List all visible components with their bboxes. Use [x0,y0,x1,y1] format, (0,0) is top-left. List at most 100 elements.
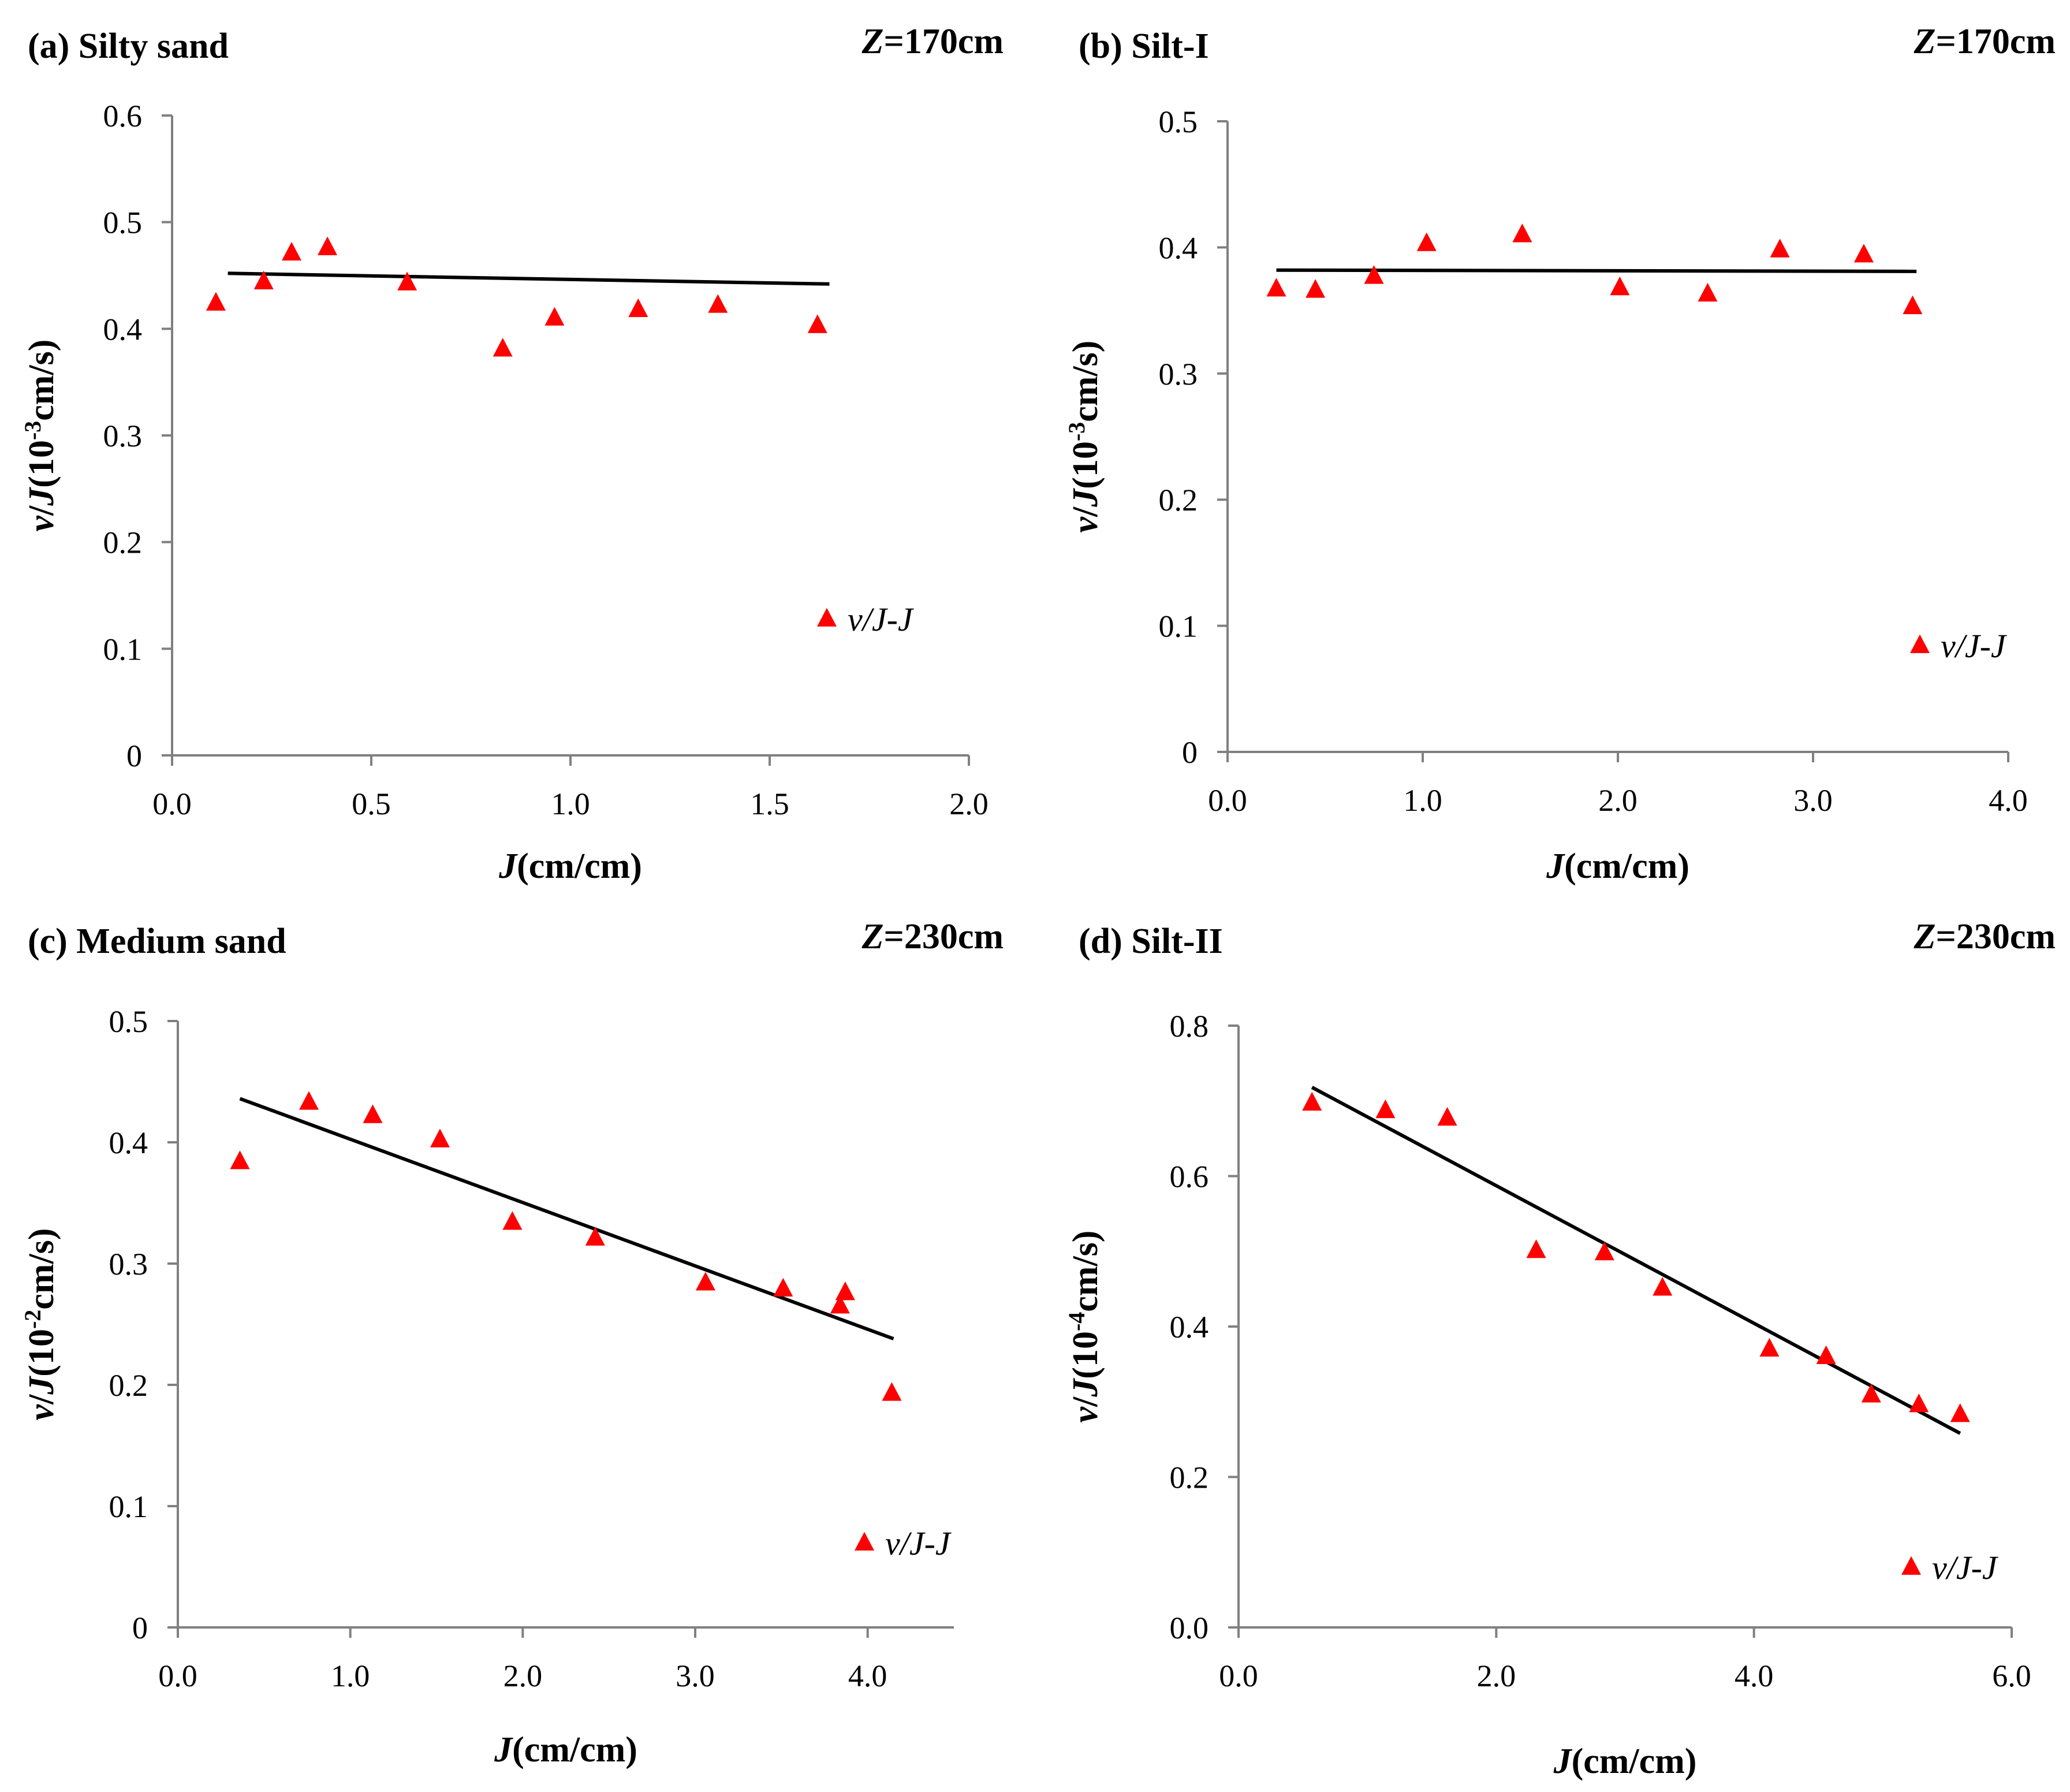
data-point [230,1150,250,1169]
data-point [206,292,226,311]
data-point [882,1382,902,1401]
data-point [1526,1239,1546,1258]
x-axis-title: J(cm/cm) [498,847,642,886]
x-tick-label: 6.0 [1992,1659,2031,1693]
data-point [430,1128,450,1148]
data-point [830,1295,850,1314]
x-tick-label: 0.0 [152,787,192,821]
x-tick-label: 2.0 [1477,1659,1516,1693]
data-point [1610,276,1630,296]
data-point [835,1281,855,1301]
y-tick-label: 0.3 [103,419,143,453]
chart-panel-4: 0.0 0.2 0.4 0.6 0.8 0.0 2.0 4.0 6.0 (d) Silt-II Z=… [1064,917,2056,1781]
x-tick-label: 2.0 [1598,783,1638,818]
data-point [502,1211,523,1230]
data-point [1364,265,1384,284]
x-tick-label: 0.5 [352,787,391,821]
legend-label: v/J-J [1932,1549,1999,1586]
x-tick-label: 0.0 [1208,783,1247,818]
x-tick-label: 1.0 [1403,783,1442,818]
legend-label: v/J-J [1941,627,2008,665]
legend-marker [817,608,837,627]
y-axis-title: v/J(10-4cm/s) [1064,1231,1105,1423]
y-tick-label: 0 [126,739,142,773]
panel-title: (d) Silt-II [1079,922,1223,961]
y-tick-label: 0.1 [1159,609,1198,644]
y-tick-label: 0.8 [1170,1009,1209,1044]
y-axis-title: v/J(10-3cm/s) [1064,341,1105,533]
x-tick-label: 3.0 [676,1659,715,1693]
depth-label: Z=230cm [861,917,1004,956]
data-point [1759,1338,1780,1357]
legend-marker [1901,1556,1921,1575]
chart-panel-3: 0 0.1 0.2 0.3 0.4 0.5 0.0 1.0 2.0 3.0 4.0 (c) Mediu… [20,917,1004,1769]
data-point [1770,239,1790,258]
y-tick-label: 0.4 [109,1126,148,1160]
legend-marker [1910,634,1930,653]
data-point [1698,282,1718,302]
data-point [544,307,565,326]
trend-line [239,1097,894,1341]
data-point [493,338,513,357]
data-point [318,236,338,255]
y-tick-label: 0.3 [1159,357,1198,392]
data-point [695,1272,715,1291]
depth-label: Z=170cm [1914,22,2056,61]
y-tick-label: 0.2 [1159,483,1198,517]
x-axis-title: J(cm/cm) [1553,1742,1697,1781]
y-axis-title: v/J(10-3cm/s) [20,340,61,532]
y-tick-label: 0.2 [109,1368,148,1403]
y-tick-label: 0.4 [1170,1310,1209,1344]
x-tick-label: 1.0 [331,1659,370,1693]
data-point [1816,1345,1836,1365]
x-tick-label: 4.0 [1735,1659,1774,1693]
data-point [397,271,417,290]
data-point [282,241,301,261]
x-axis-title: J(cm/cm) [494,1730,637,1769]
data-point [628,298,648,318]
x-tick-label: 4.0 [848,1659,887,1693]
data-point [1416,232,1437,251]
y-tick-label: 0.1 [103,632,143,666]
data-point [253,270,274,289]
x-tick-label: 0.0 [1219,1659,1258,1693]
y-tick-label: 0.4 [1159,230,1198,265]
data-point [1903,295,1923,314]
data-point [773,1277,793,1297]
data-point [1950,1403,1970,1422]
data-point [708,294,728,313]
legend-marker [855,1532,874,1551]
data-point [1375,1099,1396,1119]
x-tick-label: 0.0 [158,1659,197,1693]
panel-title: (c) Medium sand [28,922,286,961]
x-tick-label: 4.0 [1989,783,2028,818]
y-tick-label: 0.0 [1170,1611,1209,1645]
y-tick-label: 0.4 [103,312,143,347]
panel-title: (b) Silt-I [1079,27,1209,66]
y-tick-label: 0.5 [109,1004,148,1039]
x-tick-label: 1.5 [750,787,789,821]
panel-title: (a) Silty sand [28,27,229,66]
y-tick-label: 0.5 [103,206,143,240]
data-point [1909,1394,1929,1413]
data-point [1861,1384,1881,1403]
data-point [1306,279,1326,298]
y-axis-title: v/J(10-2cm/s) [20,1228,61,1421]
x-tick-label: 2.0 [949,787,989,821]
y-tick-label: 0.6 [103,99,143,133]
y-tick-label: 0.2 [103,526,143,560]
chart-panel-2: 0 0.1 0.2 0.3 0.4 0.5 0.0 1.0 2.0 3.0 4.0 (b) Silt-… [1064,22,2056,886]
trend-line [227,271,830,286]
y-tick-label: 0.6 [1170,1160,1209,1194]
x-tick-label: 3.0 [1793,783,1833,818]
depth-label: Z=170cm [861,22,1004,61]
x-tick-label: 2.0 [503,1659,543,1693]
trend-line [1311,1086,1961,1435]
x-tick-label: 1.0 [551,787,590,821]
y-tick-label: 0.3 [109,1247,148,1281]
data-point [1653,1277,1673,1296]
y-tick-label: 0 [1182,735,1198,770]
data-point [1512,223,1532,243]
data-point [1266,278,1286,297]
x-axis-title: J(cm/cm) [1546,847,1689,886]
